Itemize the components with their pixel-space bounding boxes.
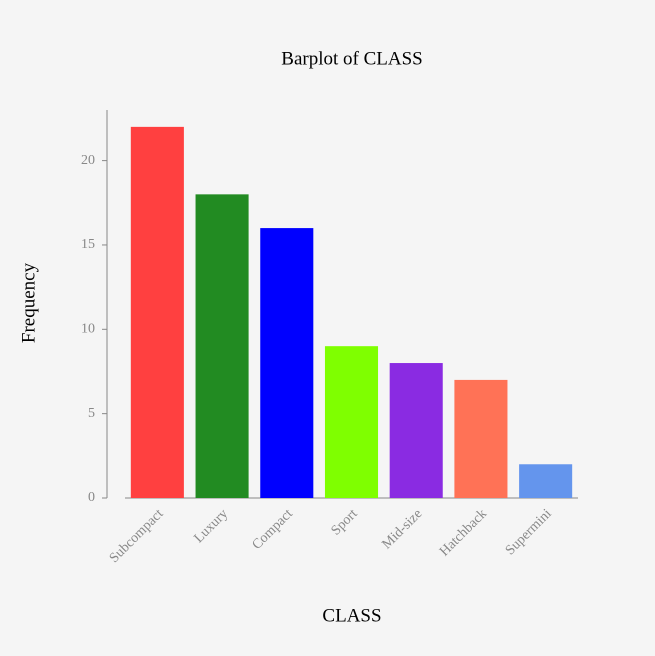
bar — [324, 346, 379, 498]
bar — [519, 464, 573, 498]
bar — [389, 363, 443, 498]
y-tick-label: 0 — [88, 490, 95, 505]
y-tick-label: 10 — [81, 322, 95, 337]
bar — [130, 126, 184, 498]
bar — [195, 194, 249, 498]
y-tick-label: 20 — [81, 153, 95, 168]
y-axis-label: Frequency — [18, 262, 39, 343]
x-axis-label: CLASS — [322, 605, 381, 626]
bar — [454, 379, 508, 498]
y-tick-label: 15 — [81, 237, 95, 252]
bar — [260, 228, 314, 498]
y-tick-label: 5 — [88, 406, 95, 421]
chart-title: Barplot of CLASS — [281, 48, 422, 69]
